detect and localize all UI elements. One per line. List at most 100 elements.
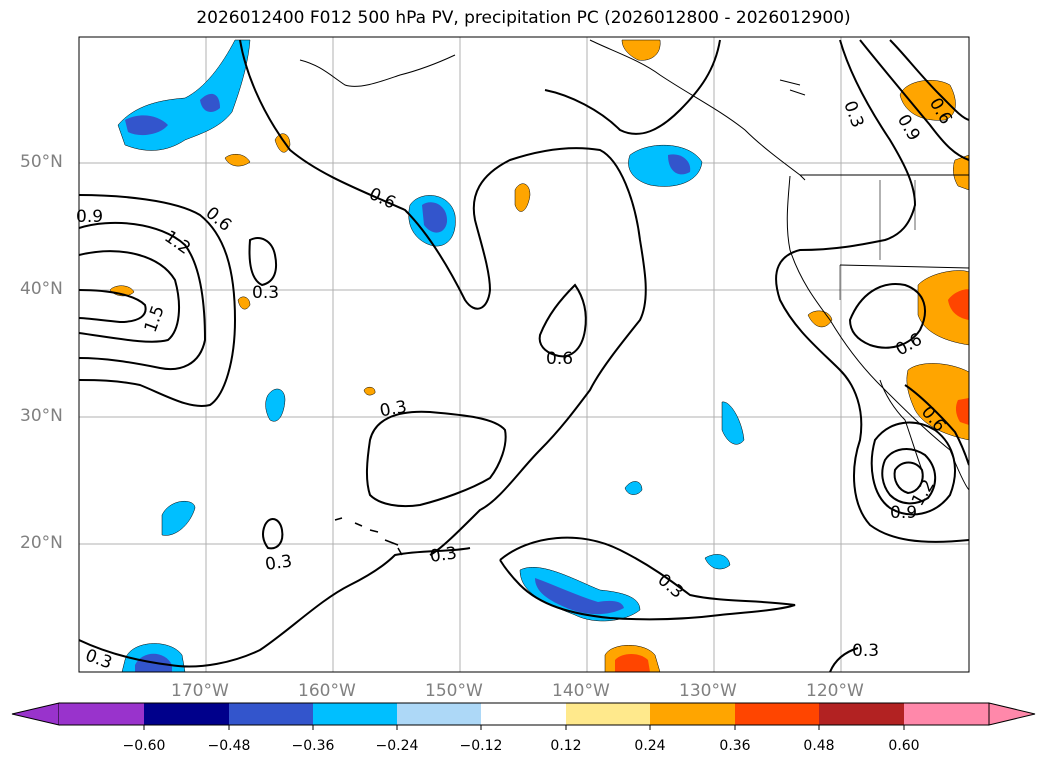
lat-label-20n: 20°N (20, 533, 63, 553)
contour-0.3-south (79, 547, 471, 668)
contour-label: 0.3 (264, 551, 294, 575)
precip-pos-core-south (615, 654, 650, 672)
lon-label-150w: 150°W (425, 681, 483, 701)
precip-pos-small-3 (514, 183, 531, 212)
contour-1.5-se-ring (893, 461, 924, 495)
colorbar-tick-label: −0.60 (122, 738, 166, 754)
colorbar-swatch (313, 703, 397, 725)
colorbar-tick-label: 0.36 (719, 738, 751, 754)
contour-1.2-se-ring (881, 448, 937, 505)
colorbar-swatch (566, 703, 650, 725)
lon-label-160w: 160°W (298, 681, 356, 701)
contour-label: 0.6 (546, 349, 573, 369)
colorbar-swatch (144, 703, 229, 725)
contour-label: 0.9 (890, 503, 917, 523)
precip-blob-small-2 (704, 554, 731, 570)
map-frame (78, 36, 970, 673)
map-content (79, 37, 969, 672)
colorbar-extend-high (988, 702, 1036, 726)
colorbar-tick-label: 0.12 (550, 738, 582, 754)
contour-0.6-central (239, 39, 647, 556)
precip-pos-small-2 (274, 133, 291, 153)
contour-0.3-c-mid (366, 410, 507, 508)
lat-label-50n: 50°N (20, 152, 63, 172)
map-area (79, 37, 969, 672)
border-us-mexico (839, 264, 969, 269)
precip-core-ne (668, 154, 691, 175)
contour-0.3-se (499, 536, 796, 621)
precip-pos-ne-1 (899, 80, 956, 121)
precip-pos-small-1 (224, 154, 251, 167)
precip-pos-core-e-2 (955, 398, 969, 425)
colorbar-swatch (819, 703, 904, 725)
contour-0.3-east (775, 39, 969, 543)
colorbar-ticks (143, 725, 905, 730)
precip-blob-e-mid (721, 401, 745, 445)
contour-label: 0.3 (378, 397, 408, 421)
contour-label: 0.9 (76, 207, 103, 227)
map-title: 2026012400 F012 500 hPa PV, precipitatio… (196, 8, 851, 28)
colorbar-swatch (59, 703, 144, 725)
precip-core-aleutian-1 (125, 115, 168, 136)
contour-label: 0.3 (852, 641, 879, 661)
contour-0.9-se-ring (870, 421, 956, 516)
coastline-aleutians (299, 54, 456, 87)
contour-0.6-se-ring (848, 283, 926, 349)
colorbar-tick-label: −0.48 (207, 738, 251, 754)
contour-0.6-west (79, 194, 237, 407)
colorbar-swatch (904, 703, 989, 725)
colorbar-tick-label: 0.24 (634, 738, 666, 754)
lon-label-170w: 170°W (171, 681, 229, 701)
precip-pos-north (621, 39, 661, 61)
colorbar-tick-label: −0.12 (459, 738, 503, 754)
colorbar-tick-label: 0.48 (803, 738, 835, 754)
precip-shading (109, 39, 969, 672)
precip-pos-small-7 (363, 386, 376, 396)
precip-blob-w-small (161, 501, 196, 536)
lat-label-40n: 40°N (20, 279, 63, 299)
precip-core-south (535, 578, 624, 615)
contour-0.3-c-small (262, 518, 284, 550)
lat-label-30n: 30°N (20, 406, 63, 426)
contour-0.3-se-small (829, 647, 859, 672)
colorbar-tick-label: 0.60 (888, 738, 920, 754)
coastlines (299, 39, 969, 556)
colorbar-outline (59, 702, 989, 726)
colorbar-swatch (397, 703, 481, 725)
coastline-alaska (589, 39, 806, 181)
colorbar-extend-low (11, 702, 60, 726)
contour-0.6-e (904, 384, 969, 466)
contour-label: 0.3 (429, 543, 459, 567)
colorbar-tick-label: −0.36 (291, 738, 335, 754)
precip-blob-ne (628, 144, 703, 187)
contour-0.9-ne (889, 39, 969, 121)
colorbar-swatch (229, 703, 313, 725)
contour-0.6-c-small (538, 283, 587, 358)
colorbar-swatch (481, 703, 566, 725)
precip-pos-ne-2 (953, 154, 969, 191)
colorbar (11, 702, 1036, 730)
precip-core-aleutian-2 (200, 93, 220, 112)
contour-0.3-north (544, 39, 721, 135)
contour-0.3-w-small (248, 237, 278, 287)
contour-0.9-west (79, 221, 207, 370)
precip-pos-e-2 (906, 363, 969, 441)
colorbar-swatch (735, 703, 819, 725)
lon-label-140w: 140°W (552, 681, 610, 701)
precip-pos-core-e-1 (948, 289, 969, 320)
lon-label-120w: 120°W (806, 681, 864, 701)
colorbar-swatch (650, 703, 735, 725)
contour-1.5-west (79, 289, 147, 324)
contour-labels: 0.9 0.6 1.2 1.5 0.3 0.6 0.6 0.3 0.3 0.3 … (76, 95, 956, 674)
contour-1.2-west (79, 250, 180, 343)
precip-core-central (422, 202, 448, 233)
coastline-islands (779, 79, 806, 96)
precip-blob-small-1 (624, 481, 643, 495)
contour-label: 0.3 (252, 283, 279, 303)
coastline-baja (879, 379, 923, 471)
precip-pos-small-6 (237, 296, 251, 310)
coastline-hawaii (334, 517, 403, 556)
precip-blob-w-mid (265, 388, 286, 422)
lon-label-130w: 130°W (679, 681, 737, 701)
